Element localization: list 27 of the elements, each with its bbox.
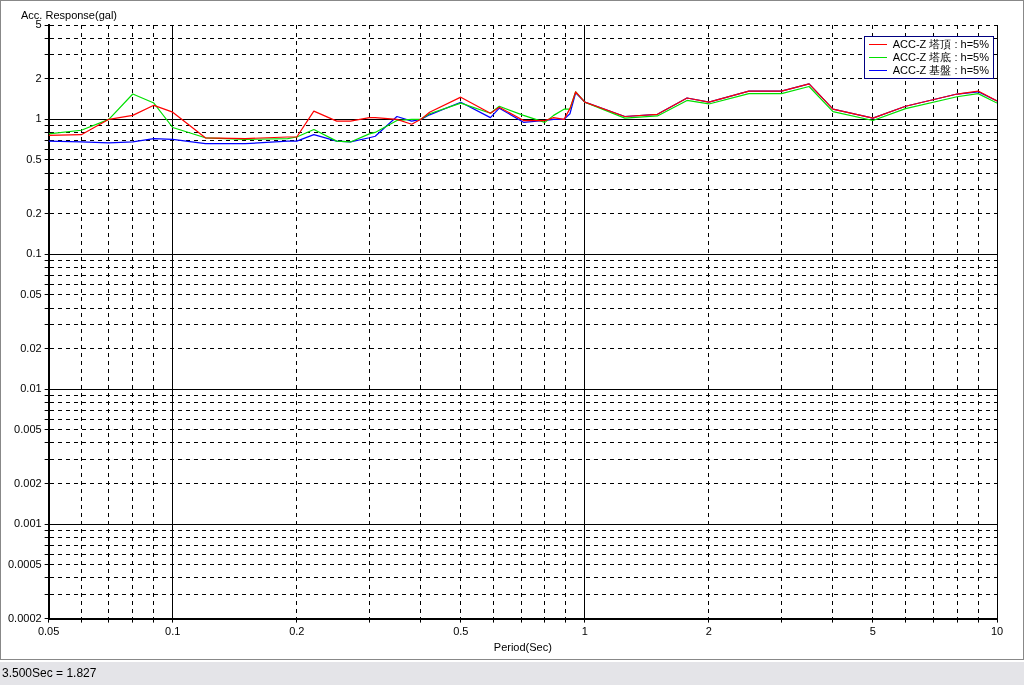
y-tick-label: 0.5 — [26, 153, 42, 165]
y-tick-label: 1 — [35, 112, 42, 125]
x-tick-label: 2 — [705, 625, 712, 638]
x-tick-label: 0.2 — [289, 625, 305, 638]
x-tick-label: 10 — [990, 625, 1004, 638]
x-tick-label: 0.5 — [453, 625, 469, 638]
y-tick-label: 0.001 — [14, 517, 42, 530]
y-tick-label: 0.0002 — [7, 611, 42, 624]
y-axis-title: Acc. Response(gal) — [21, 8, 117, 21]
y-tick-label: 0.01 — [20, 382, 42, 395]
y-tick-label: 0.0005 — [7, 557, 42, 570]
x-tick-label: 0.1 — [165, 625, 181, 638]
legend-label: ACC-Z 塔底 : h=5% — [892, 51, 989, 64]
y-tick-label: 2 — [35, 71, 42, 84]
y-tick-label: 0.002 — [14, 476, 42, 489]
x-axis-title: Period(Sec) — [493, 641, 552, 654]
y-tick-label: 0.02 — [20, 341, 42, 354]
y-tick-label: 0.1 — [26, 247, 42, 260]
legend-label: ACC-Z 基盤 : h=5% — [892, 64, 989, 77]
y-tick-label: 0.05 — [20, 287, 42, 300]
y-tick-label: 0.005 — [14, 422, 42, 435]
y-tick-label: 0.2 — [26, 206, 42, 219]
x-tick-label: 1 — [581, 625, 588, 638]
text: 3.500Sec = 1.827 — [2, 666, 97, 680]
x-tick-label: 5 — [869, 625, 876, 638]
y-tick-label: 5 — [35, 18, 42, 31]
legend-label: ACC-Z 塔頂 : h=5% — [892, 38, 989, 51]
